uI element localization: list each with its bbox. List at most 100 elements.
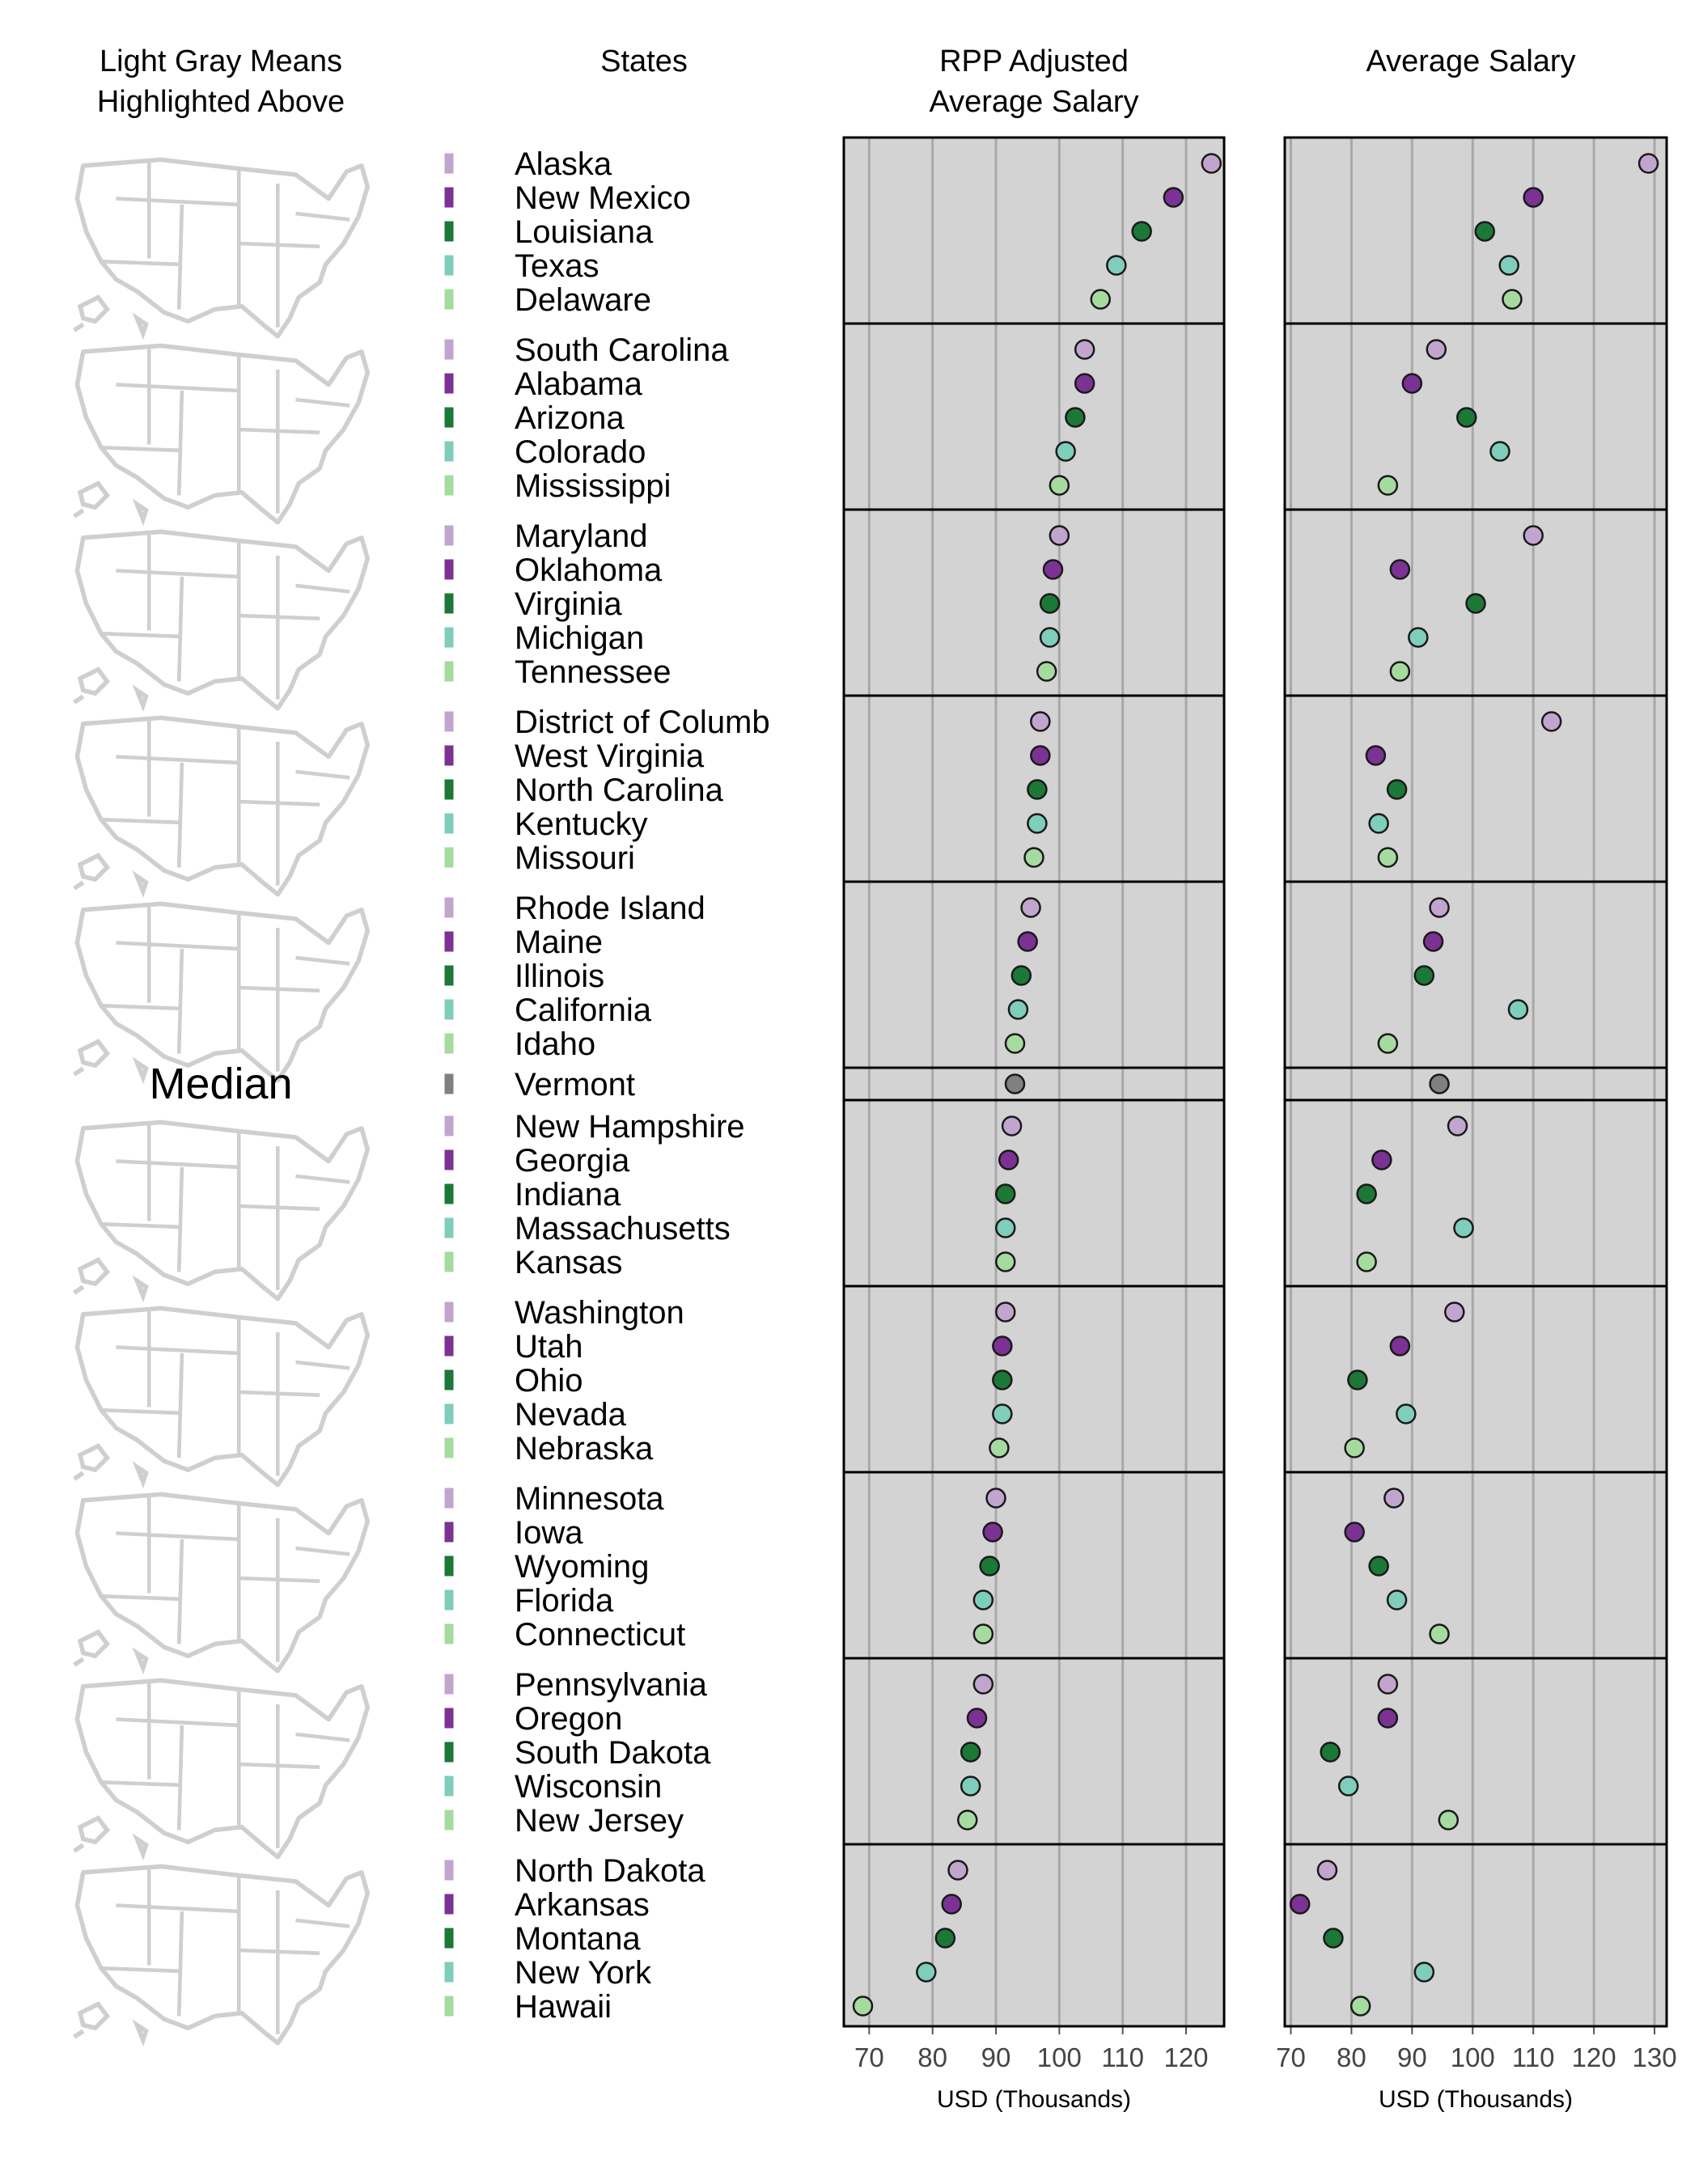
state-label-nebraska: Nebraska [515, 1431, 654, 1467]
rpp-point-iowa [982, 1522, 1003, 1543]
rpp-point-vermont [1004, 1073, 1026, 1094]
rpp-point-washington [995, 1302, 1016, 1323]
avg-point-vermont [1429, 1073, 1450, 1094]
avg-point-massachusetts [1453, 1217, 1474, 1238]
avg-point-south-dakota [1320, 1742, 1341, 1763]
legend-swatch-georgia [443, 1149, 455, 1171]
avg-panel: 70 80 90 100 110 120 130 [1276, 136, 1677, 2072]
state-label-virginia: Virginia [515, 586, 622, 622]
avg-point-wisconsin [1337, 1776, 1359, 1797]
state-label-new-jersey: New Jersey [515, 1803, 684, 1839]
rpp-point-ohio [992, 1369, 1013, 1390]
state-label-montana: Montana [515, 1921, 641, 1957]
avg-point-missouri [1377, 847, 1399, 868]
legend-swatch-maryland [443, 524, 455, 547]
legend-swatch-arizona [443, 406, 455, 429]
rpp-panel: 70 80 90 100 110 120 [842, 136, 1226, 2072]
avg-tick-label: 90 [1397, 2042, 1427, 2072]
state-label-west-virginia: West Virginia [515, 739, 705, 774]
rpp-point-south-carolina [1074, 339, 1095, 360]
rpp-point-montana [934, 1928, 956, 1949]
legend-swatch-tennessee [443, 660, 455, 683]
rpp-point-district-of-columb [1030, 711, 1051, 732]
legend-swatch-oklahoma [443, 558, 455, 581]
rpp-point-rhode-island [1020, 897, 1041, 918]
rpp-point-indiana [995, 1183, 1016, 1204]
state-label-georgia: Georgia [515, 1143, 630, 1179]
avg-point-south-carolina [1426, 339, 1447, 360]
us-map-thumbnail [74, 904, 368, 1080]
rpp-point-minnesota [985, 1488, 1006, 1509]
avg-point-michigan [1408, 627, 1429, 648]
legend-swatch-florida [443, 1589, 455, 1611]
avg-point-delaware [1502, 289, 1523, 310]
avg-point-north-carolina [1386, 779, 1408, 800]
rpp-point-virginia [1039, 593, 1061, 614]
rpp-point-alaska [1201, 153, 1222, 174]
legend-swatch-delaware [443, 288, 455, 311]
us-map-thumbnail [74, 1494, 368, 1670]
state-label-kansas: Kansas [515, 1245, 622, 1280]
avg-point-washington [1444, 1302, 1465, 1323]
legend-swatch-south-dakota [443, 1741, 455, 1763]
avg-header: Average Salary [1366, 44, 1575, 78]
rpp-point-oregon [966, 1708, 988, 1729]
rpp-point-west-virginia [1030, 745, 1051, 766]
avg-point-georgia [1371, 1149, 1392, 1170]
avg-point-new-york [1413, 1962, 1435, 1983]
rpp-header-line1: RPP Adjusted [939, 44, 1129, 78]
rpp-point-louisiana [1131, 221, 1152, 242]
avg-point-texas [1498, 255, 1519, 276]
rpp-point-maryland [1049, 525, 1070, 546]
rpp-point-new-hampshire [1001, 1115, 1023, 1136]
state-label-illinois: Illinois [515, 959, 604, 994]
state-label-colorado: Colorado [515, 434, 646, 470]
rpp-point-new-york [916, 1962, 937, 1983]
rpp-point-florida [972, 1589, 994, 1610]
state-label-oklahoma: Oklahoma [515, 552, 663, 588]
avg-point-louisiana [1474, 221, 1495, 242]
legend-swatch-new-hampshire [443, 1115, 455, 1137]
legend-swatch-minnesota [443, 1487, 455, 1509]
state-label-alaska: Alaska [515, 146, 612, 182]
legend-swatch-nevada [443, 1403, 455, 1425]
state-label-idaho: Idaho [515, 1026, 595, 1062]
legend-swatch-washington [443, 1301, 455, 1323]
us-map-thumbnail [74, 1866, 368, 2042]
legend-swatch-rhode-island [443, 896, 455, 919]
legend-swatch-massachusetts [443, 1217, 455, 1239]
avg-point-new-hampshire [1447, 1115, 1468, 1136]
rpp-point-nebraska [989, 1437, 1010, 1458]
avg-point-alaska [1638, 153, 1659, 174]
state-label-maryland: Maryland [515, 518, 648, 554]
legend-swatch-alaska [443, 152, 455, 175]
rpp-point-pennsylvania [972, 1674, 994, 1695]
legend-swatch-north-carolina [443, 778, 455, 801]
rpp-point-colorado [1055, 441, 1076, 462]
avg-panel-background [1285, 138, 1667, 2026]
state-label-south-dakota: South Dakota [515, 1735, 711, 1771]
legend-swatch-oregon [443, 1707, 455, 1729]
legend-swatch-new-jersey [443, 1809, 455, 1831]
rpp-point-arizona [1065, 407, 1086, 428]
avg-point-nebraska [1344, 1437, 1365, 1458]
rpp-point-hawaii [852, 1996, 874, 2017]
avg-point-new-jersey [1438, 1809, 1460, 1831]
legend-swatch-utah [443, 1335, 455, 1357]
state-label-louisiana: Louisiana [515, 214, 654, 250]
legend-swatch-illinois [443, 964, 455, 987]
legend-swatch-iowa [443, 1521, 455, 1543]
rpp-point-north-dakota [947, 1860, 968, 1881]
legend-swatch-wisconsin [443, 1775, 455, 1797]
rpp-tick-label: 90 [981, 2042, 1011, 2072]
legend-swatch-mississippi [443, 474, 455, 497]
rpp-point-kansas [995, 1251, 1016, 1272]
rpp-point-north-carolina [1027, 779, 1048, 800]
state-label-wyoming: Wyoming [515, 1549, 649, 1585]
rpp-tick-label: 80 [917, 2042, 947, 2072]
avg-point-colorado [1489, 441, 1510, 462]
avg-point-district-of-columb [1540, 711, 1562, 732]
rpp-point-missouri [1023, 847, 1044, 868]
state-label-delaware: Delaware [515, 282, 651, 318]
